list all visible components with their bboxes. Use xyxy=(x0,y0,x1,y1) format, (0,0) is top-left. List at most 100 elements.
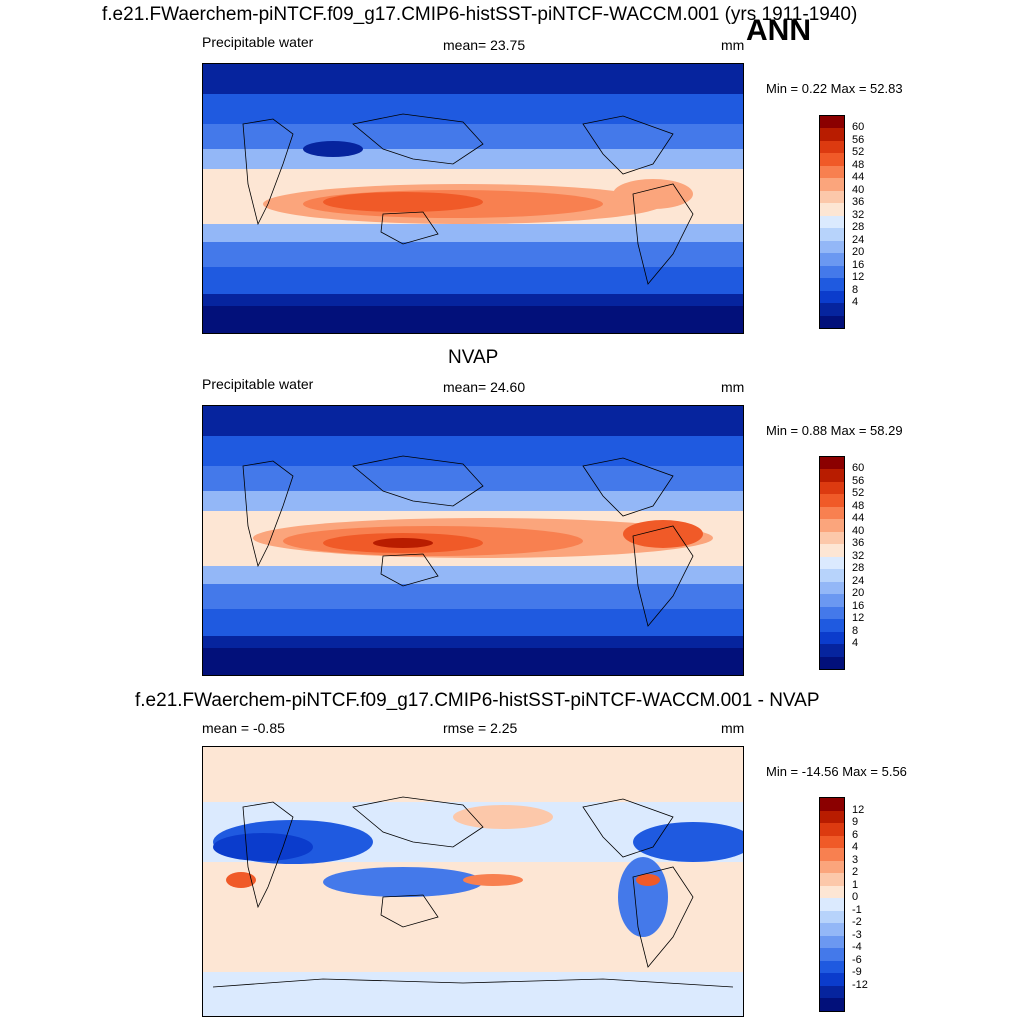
panel2-colorbar-label: 36 xyxy=(852,537,865,550)
panel3-colorbar-label: 6 xyxy=(852,828,859,841)
panel1-colorbar-label: 60 xyxy=(852,121,865,134)
panel3-colorbar-label: -1 xyxy=(852,903,862,916)
panel2-title: NVAP xyxy=(448,347,499,368)
panel1-colorbar-label: 40 xyxy=(852,183,865,196)
panel2-colorbar-segment xyxy=(820,556,844,570)
panel3-colorbar xyxy=(819,797,845,1012)
panel2-colorbar-segment xyxy=(820,506,844,520)
panel3-colorbar-label: 2 xyxy=(852,866,859,879)
panel2-colorbar-label: 60 xyxy=(852,462,865,475)
panel2-colorbar-label: 24 xyxy=(852,574,865,587)
panel2-colorbar-segment xyxy=(820,606,844,620)
panel3-colorbar-label: -6 xyxy=(852,953,862,966)
panel3-units: mm xyxy=(721,720,745,736)
panel2-units: mm xyxy=(721,379,745,395)
panel3-colorbar-segment xyxy=(820,948,844,961)
panel1-colorbar-label: 24 xyxy=(852,233,865,246)
panel2-colorbar-segment xyxy=(820,481,844,495)
panel1-colorbar-label: 12 xyxy=(852,271,865,284)
panel2-colorbar-label: 4 xyxy=(852,637,859,650)
panel1-colorbar-label: 4 xyxy=(852,296,859,309)
panel1-colorbar-label: 56 xyxy=(852,133,865,146)
panel3-colorbar-segment xyxy=(820,910,844,924)
panel2-colorbar-label: 56 xyxy=(852,474,865,487)
panel3-colorbar-segment xyxy=(820,960,844,974)
panel2-colorbar xyxy=(819,456,845,670)
panel2-colorbar-label: 48 xyxy=(852,499,865,512)
panel1-units: mm xyxy=(721,37,745,53)
panel3-mean: mean = -0.85 xyxy=(202,720,285,736)
panel2-colorbar-label: 40 xyxy=(852,524,865,537)
panel1-colorbar-segment xyxy=(820,253,844,266)
panel1-map xyxy=(202,63,744,334)
panel3-colorbar-segment xyxy=(820,935,844,949)
panel3-colorbar-label: 1 xyxy=(852,878,859,891)
panel3-colorbar-segment xyxy=(820,973,844,986)
panel1-colorbar-label: 48 xyxy=(852,158,865,171)
panel3-colorbar-label: -9 xyxy=(852,966,862,979)
panel2-colorbar-label: 8 xyxy=(852,624,859,637)
panel1-colorbar-segment xyxy=(820,215,844,229)
panel1-mean: mean= 23.75 xyxy=(443,37,526,53)
panel3-colorbar-segment xyxy=(820,873,844,886)
panel1-colorbar-label: 52 xyxy=(852,146,865,159)
panel3-colorbar-segment xyxy=(820,823,844,836)
panel3-colorbar-label: 12 xyxy=(852,803,865,816)
panel3-colorbar-label: 9 xyxy=(852,816,859,829)
panel1-colorbar-label: 32 xyxy=(852,208,865,221)
panel1-colorbar-segment xyxy=(820,153,844,166)
panel1-colorbar-segment xyxy=(820,240,844,254)
panel1-colorbar-segment xyxy=(820,140,844,154)
panel2-colorbar-segment xyxy=(820,469,844,482)
panel1-colorbar-label: 36 xyxy=(852,196,865,209)
panel2-colorbar-label: 16 xyxy=(852,599,865,612)
panel3-colorbar-label: -3 xyxy=(852,928,862,941)
panel3-colorbar-label: -12 xyxy=(852,978,868,991)
panel2-colorbar-label: 12 xyxy=(852,612,865,625)
panel2-mean: mean= 24.60 xyxy=(443,379,526,395)
panel1-colorbar-segment xyxy=(820,290,844,304)
panel2-colorbar-label: 52 xyxy=(852,487,865,500)
panel2-colorbar-segment xyxy=(820,494,844,507)
panel3-colorbar-segment xyxy=(820,848,844,861)
panel2-colorbar-label: 32 xyxy=(852,549,865,562)
panel3-title: f.e21.FWaerchem-piNTCF.f09_g17.CMIP6-his… xyxy=(135,690,820,711)
panel3-colorbar-label: 3 xyxy=(852,853,859,866)
panel2-colorbar-segment xyxy=(820,531,844,545)
panel3-colorbar-segment xyxy=(820,798,844,811)
panel3-colorbar-segment xyxy=(820,885,844,899)
panel3-colorbar-segment xyxy=(820,985,844,999)
panel1-variable: Precipitable water xyxy=(202,34,314,50)
panel2-colorbar-segment xyxy=(820,631,844,645)
panel1-colorbar-segment xyxy=(820,278,844,291)
figure-title: f.e21.FWaerchem-piNTCF.f09_g17.CMIP6-his… xyxy=(102,4,858,25)
panel3-colorbar-segment xyxy=(820,835,844,849)
panel3-colorbar-label: 4 xyxy=(852,841,859,854)
panel2-colorbar-segment xyxy=(820,644,844,657)
panel3-colorbar-segment xyxy=(820,898,844,911)
panel1-colorbar xyxy=(819,115,845,329)
panel1-colorbar-segment xyxy=(820,303,844,316)
panel1-colorbar-segment xyxy=(820,128,844,141)
panel2-colorbar-segment xyxy=(820,519,844,532)
season-label: ANN xyxy=(746,14,811,47)
panel3-colorbar-segment xyxy=(820,860,844,874)
panel2-colorbar-segment xyxy=(820,544,844,557)
panel1-colorbar-segment xyxy=(820,228,844,241)
panel3-colorbar-label: 0 xyxy=(852,891,859,904)
panel1-colorbar-segment xyxy=(820,315,844,328)
panel2-colorbar-segment xyxy=(820,457,844,470)
panel2-colorbar-segment xyxy=(820,594,844,607)
panel3-colorbar-label: -2 xyxy=(852,916,862,929)
panel2-colorbar-segment xyxy=(820,619,844,632)
panel1-colorbar-label: 44 xyxy=(852,171,865,184)
panel2-colorbar-label: 20 xyxy=(852,587,865,600)
panel1-colorbar-label: 8 xyxy=(852,283,859,296)
panel3-colorbar-segment xyxy=(820,998,844,1011)
panel2-map xyxy=(202,405,744,676)
panel1-colorbar-label: 16 xyxy=(852,258,865,271)
panel1-minmax: Min = 0.22 Max = 52.83 xyxy=(766,81,903,96)
panel2-variable: Precipitable water xyxy=(202,376,314,392)
panel3-minmax: Min = -14.56 Max = 5.56 xyxy=(766,764,907,779)
panel3-colorbar-label: -4 xyxy=(852,941,862,954)
